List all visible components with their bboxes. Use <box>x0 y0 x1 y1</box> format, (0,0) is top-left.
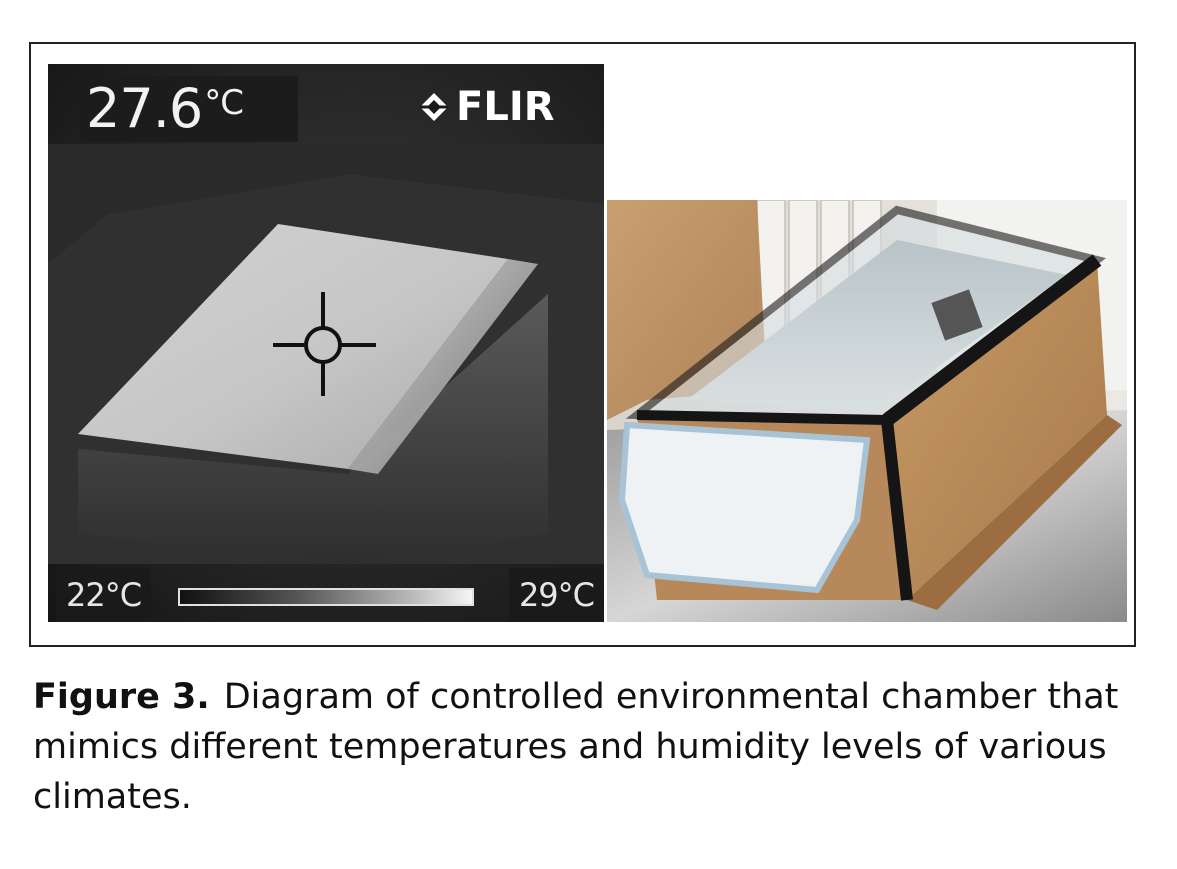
thermal-scene <box>48 144 604 564</box>
figure-caption: Figure 3. Diagram of controlled environme… <box>33 672 1143 822</box>
chamber-photo <box>607 200 1127 622</box>
scale-max-label: 29°C <box>508 568 604 622</box>
scale-gradient-bar <box>178 588 474 606</box>
temperature-unit: °C <box>204 83 244 123</box>
flir-diamond-icon <box>420 93 448 121</box>
temperature-value: 27.6 <box>86 77 203 140</box>
chamber-photo-scene <box>607 200 1127 622</box>
scale-min-label: 22°C <box>56 568 152 622</box>
temperature-readout: 27.6°C <box>80 76 298 142</box>
crosshair-icon <box>273 292 376 396</box>
caption-text: Diagram of controlled environmental cham… <box>33 677 1119 817</box>
temperature-scale: 22°C 29°C <box>48 568 604 622</box>
figure-label: Figure 3. <box>33 677 210 717</box>
brand-name: FLIR <box>456 84 555 130</box>
thermal-image: 27.6°C FLIR 22°C 29°C <box>48 64 604 622</box>
flir-logo: FLIR <box>420 82 555 132</box>
